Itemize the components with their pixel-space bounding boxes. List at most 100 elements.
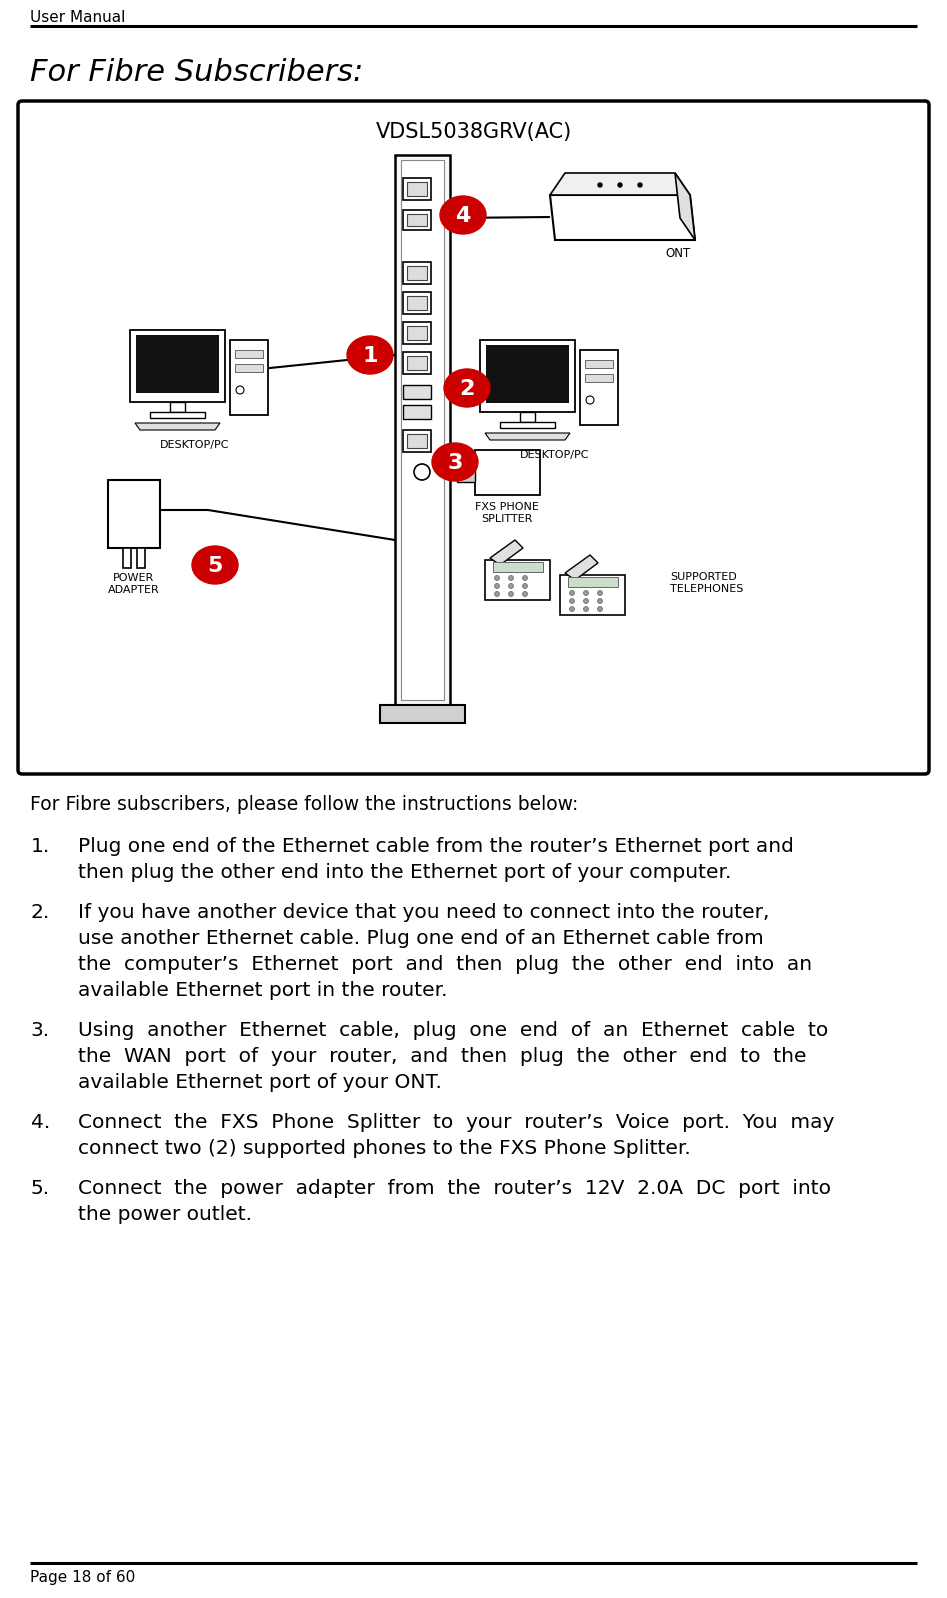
Bar [403, 323, 431, 344]
Circle shape [236, 387, 244, 395]
Bar [407, 326, 427, 340]
Text: Connect  the  power  adapter  from  the  router’s  12V  2.0A  DC  port  into: Connect the power adapter from the route… [78, 1179, 831, 1198]
Circle shape [523, 583, 527, 588]
Bar [485, 559, 550, 599]
Text: DESKTOP/PC: DESKTOP/PC [520, 451, 590, 460]
Circle shape [523, 575, 527, 580]
Circle shape [583, 607, 588, 612]
Bar [407, 435, 427, 447]
Bar [395, 155, 450, 705]
Text: ONT: ONT [665, 248, 690, 260]
Text: 5.: 5. [31, 1179, 50, 1198]
FancyBboxPatch shape [18, 101, 929, 773]
Text: VDSL5038GRV(AC): VDSL5038GRV(AC) [375, 121, 572, 142]
Circle shape [569, 599, 575, 604]
Circle shape [618, 184, 622, 187]
Bar [486, 345, 569, 403]
Bar [407, 182, 427, 197]
Text: available Ethernet port in the router.: available Ethernet port in the router. [78, 981, 448, 1000]
Text: 3: 3 [447, 452, 463, 473]
Bar [493, 562, 543, 572]
Bar [150, 412, 205, 419]
Text: Connect  the  FXS  Phone  Splitter  to  your  router’s  Voice  port.  You  may: Connect the FXS Phone Splitter to your r… [78, 1112, 834, 1131]
Polygon shape [135, 423, 220, 430]
Circle shape [598, 583, 602, 588]
Text: If you have another device that you need to connect into the router,: If you have another device that you need… [78, 903, 770, 922]
Bar [403, 352, 431, 374]
Circle shape [509, 575, 513, 580]
Circle shape [598, 591, 602, 596]
Bar [520, 412, 535, 422]
Bar [500, 422, 555, 428]
Polygon shape [490, 540, 523, 566]
Ellipse shape [432, 443, 478, 481]
Circle shape [494, 567, 499, 572]
Polygon shape [675, 173, 695, 240]
Bar [480, 340, 575, 412]
Bar [130, 331, 225, 403]
Bar [403, 404, 431, 419]
Bar [170, 403, 185, 412]
Text: For Fibre Subscribers:: For Fibre Subscribers: [30, 58, 364, 86]
Bar [403, 177, 431, 200]
Bar [568, 577, 618, 586]
Text: FXS PHONE
SPLITTER: FXS PHONE SPLITTER [475, 502, 539, 524]
Bar [136, 336, 219, 393]
Circle shape [569, 607, 575, 612]
Circle shape [638, 184, 642, 187]
Circle shape [598, 607, 602, 612]
Circle shape [509, 583, 513, 588]
Circle shape [583, 583, 588, 588]
Polygon shape [550, 173, 690, 195]
Polygon shape [485, 433, 570, 439]
Text: Plug one end of the Ethernet cable from the router’s Ethernet port and: Plug one end of the Ethernet cable from … [78, 837, 794, 857]
Circle shape [583, 599, 588, 604]
Circle shape [494, 583, 499, 588]
Circle shape [414, 463, 430, 479]
Bar [403, 262, 431, 284]
Text: then plug the other end into the Ethernet port of your computer.: then plug the other end into the Etherne… [78, 863, 731, 882]
Bar [407, 214, 427, 225]
Circle shape [494, 575, 499, 580]
Circle shape [509, 567, 513, 572]
Bar [235, 350, 263, 358]
Bar [403, 209, 431, 230]
Circle shape [583, 591, 588, 596]
Bar [580, 350, 618, 425]
Ellipse shape [192, 547, 238, 583]
Circle shape [598, 599, 602, 604]
Bar [560, 575, 625, 615]
Text: the  WAN  port  of  your  router,  and  then  plug  the  other  end  to  the: the WAN port of your router, and then pl… [78, 1047, 807, 1066]
Text: DESKTOP/PC: DESKTOP/PC [160, 439, 230, 451]
Bar [123, 548, 131, 567]
Text: the  computer’s  Ethernet  port  and  then  plug  the  other  end  into  an: the computer’s Ethernet port and then pl… [78, 956, 813, 975]
Bar [230, 340, 268, 415]
Circle shape [494, 591, 499, 596]
Bar [407, 265, 427, 280]
Polygon shape [565, 555, 598, 580]
Text: 1.: 1. [30, 837, 50, 857]
Circle shape [523, 591, 527, 596]
Bar [403, 430, 431, 452]
Bar [137, 548, 145, 567]
Bar [108, 479, 160, 548]
Text: 5: 5 [207, 556, 223, 575]
Bar [457, 463, 475, 483]
Circle shape [586, 396, 594, 404]
Circle shape [569, 591, 575, 596]
Text: use another Ethernet cable. Plug one end of an Ethernet cable from: use another Ethernet cable. Plug one end… [78, 928, 763, 948]
Text: SUPPORTED
TELEPHONES: SUPPORTED TELEPHONES [670, 572, 743, 593]
Text: 2.: 2. [30, 903, 50, 922]
Bar [585, 374, 613, 382]
Text: Using  another  Ethernet  cable,  plug  one  end  of  an  Ethernet  cable  to: Using another Ethernet cable, plug one e… [78, 1021, 829, 1040]
Bar [403, 385, 431, 400]
Ellipse shape [444, 369, 490, 407]
Text: User Manual: User Manual [30, 10, 125, 26]
Text: available Ethernet port of your ONT.: available Ethernet port of your ONT. [78, 1072, 442, 1091]
Circle shape [569, 583, 575, 588]
Text: 3.: 3. [31, 1021, 50, 1040]
Text: 4: 4 [456, 206, 471, 225]
Text: POWER
ADAPTER: POWER ADAPTER [108, 574, 160, 594]
Bar [380, 705, 465, 722]
Text: Page 18 of 60: Page 18 of 60 [30, 1569, 135, 1585]
